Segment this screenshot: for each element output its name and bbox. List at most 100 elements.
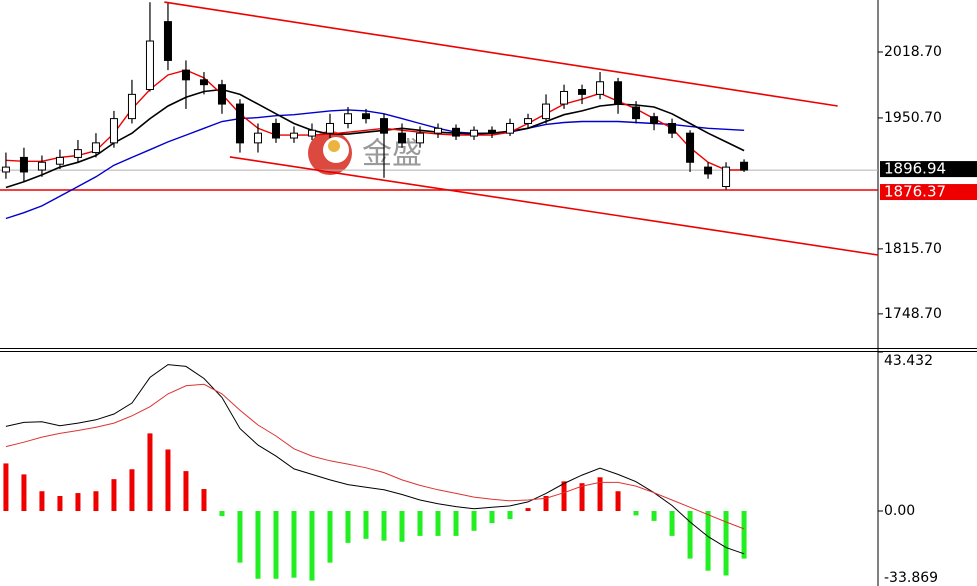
histogram-bar xyxy=(93,491,99,512)
histogram-bar xyxy=(543,495,549,512)
y-tick-label: 1815.70 xyxy=(884,241,942,257)
candle-body xyxy=(19,156,28,173)
series-line xyxy=(5,109,745,220)
watermark xyxy=(308,131,352,175)
candle-body xyxy=(181,69,190,81)
histogram-bar xyxy=(525,508,531,512)
histogram-bar xyxy=(309,511,315,581)
candle-body xyxy=(488,129,497,134)
y-tick-label: 43.432 xyxy=(884,353,933,369)
histogram-bar xyxy=(111,479,117,512)
histogram-bar xyxy=(237,511,243,563)
candle-body xyxy=(650,116,659,124)
histogram-bar xyxy=(561,481,567,512)
candle-body xyxy=(524,118,533,124)
histogram-bar xyxy=(57,495,63,512)
candle-body xyxy=(235,103,244,144)
histogram-bar xyxy=(129,469,135,512)
histogram-bar xyxy=(471,511,477,531)
histogram-bar xyxy=(435,511,441,536)
y-tick-label: 2018.70 xyxy=(884,44,942,60)
price-label: 1896.94 xyxy=(884,160,946,178)
candle-body xyxy=(452,127,461,137)
histogram-bar xyxy=(417,511,423,536)
candle-body xyxy=(416,132,425,144)
candle-body xyxy=(289,132,298,139)
candle-body xyxy=(37,161,46,171)
candle-body xyxy=(398,132,407,144)
candle-body xyxy=(73,149,82,158)
histogram-bar xyxy=(273,511,279,579)
histogram-bar xyxy=(363,511,369,539)
candle-body xyxy=(109,118,118,144)
candle-body xyxy=(127,93,136,120)
trendline xyxy=(164,1,838,107)
candle-body xyxy=(199,79,208,86)
candle-body xyxy=(307,129,316,137)
histogram-bar xyxy=(669,511,675,536)
candle-body xyxy=(704,166,713,175)
histogram-bar xyxy=(399,511,405,542)
candle-body xyxy=(163,21,172,61)
y-tick-label: -33.869 xyxy=(884,570,938,586)
histogram-bar xyxy=(219,511,225,517)
candle-body xyxy=(380,118,389,134)
histogram-bar xyxy=(723,511,729,576)
histogram-bar xyxy=(21,474,27,512)
price-label-box xyxy=(880,161,977,178)
y-tick-label: 1748.70 xyxy=(884,306,942,322)
watermark-logo-dot xyxy=(328,140,340,152)
candle-body xyxy=(325,122,334,134)
y-tick-label: 0.00 xyxy=(884,503,915,519)
watermark-text: 金盛 xyxy=(362,137,422,172)
price-label-box xyxy=(880,184,977,201)
histogram-bar xyxy=(291,511,297,578)
histogram-bar xyxy=(381,511,387,541)
histogram-bar xyxy=(489,511,495,524)
candle-body xyxy=(361,113,370,120)
candle-body xyxy=(91,142,100,154)
histogram-bar xyxy=(705,511,711,571)
histogram-bar xyxy=(453,511,459,536)
histogram-bar xyxy=(255,511,261,579)
candle-body xyxy=(740,161,749,171)
candle-body xyxy=(506,122,515,134)
candle-body xyxy=(578,89,587,95)
candle-body xyxy=(55,156,64,165)
histogram-bar xyxy=(507,511,513,520)
histogram-bar xyxy=(147,433,153,512)
candle-body xyxy=(145,40,154,91)
trendline xyxy=(229,156,879,256)
candle-body xyxy=(722,166,731,188)
price-label: 1876.37 xyxy=(884,183,946,201)
series-line xyxy=(5,383,745,530)
candle-body xyxy=(632,106,641,120)
histogram-bar xyxy=(75,493,81,512)
histogram-bar xyxy=(201,489,207,512)
histogram-bar xyxy=(345,511,351,543)
candle-body xyxy=(271,122,280,139)
histogram-bar xyxy=(651,511,657,521)
candle-body xyxy=(614,81,623,105)
histogram-bar xyxy=(687,511,693,559)
histogram-bar xyxy=(183,471,189,512)
histogram-bar xyxy=(165,449,171,512)
histogram-bar xyxy=(327,511,333,563)
histogram-bar xyxy=(633,511,639,516)
candle-body xyxy=(542,103,551,120)
histogram-bar xyxy=(741,511,747,559)
histogram-bar xyxy=(579,483,585,512)
candle-body xyxy=(1,166,10,173)
candle-body xyxy=(434,127,443,134)
y-tick-label: 1950.70 xyxy=(884,110,942,126)
series-line xyxy=(5,364,745,555)
candle-body xyxy=(668,122,677,134)
histogram-bar xyxy=(3,463,9,512)
histogram-bar xyxy=(597,477,603,512)
histogram-bar xyxy=(615,491,621,512)
candle-body xyxy=(596,81,605,95)
candle-body xyxy=(470,129,479,137)
